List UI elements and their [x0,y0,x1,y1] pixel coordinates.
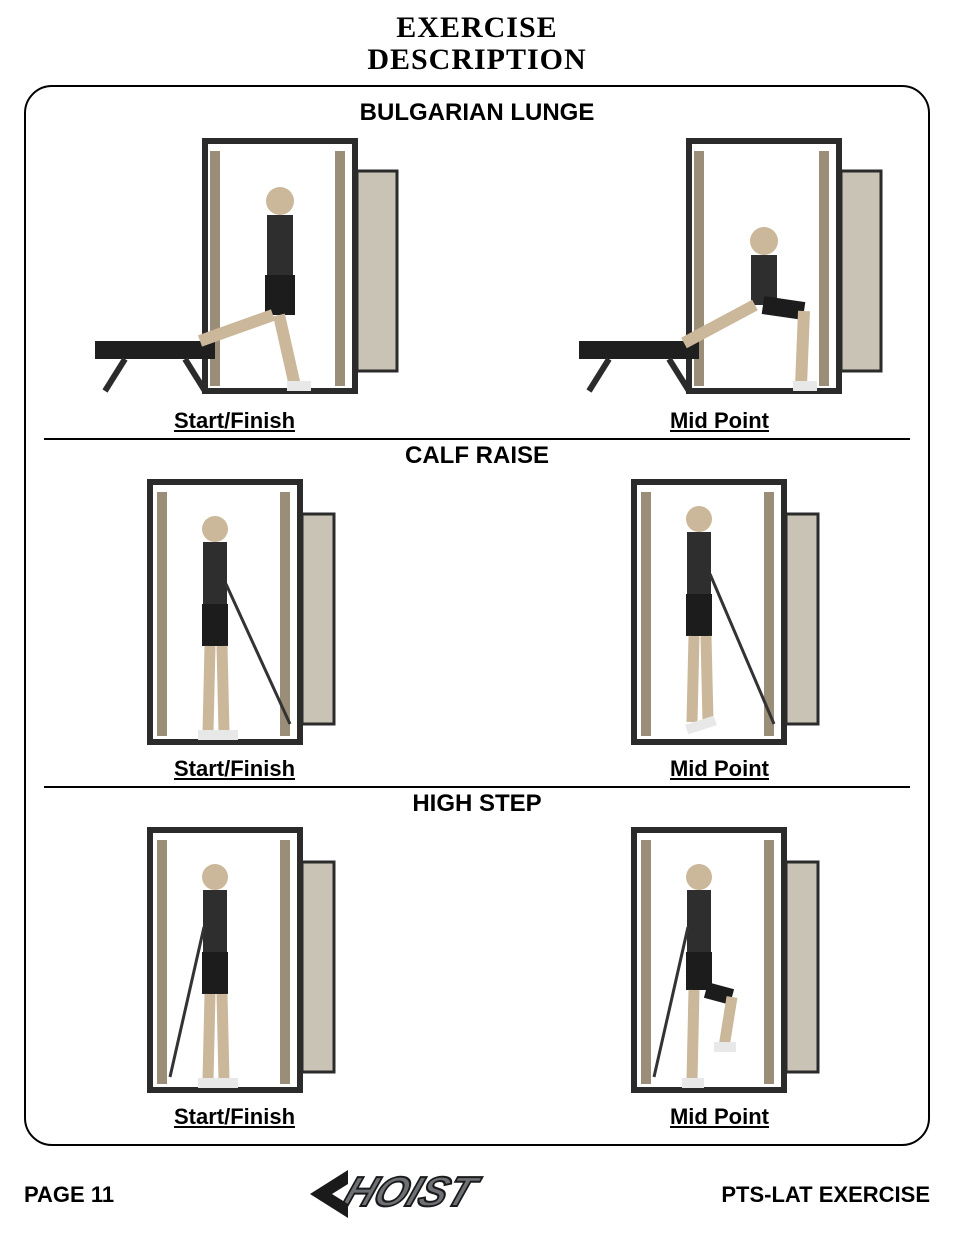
exercise-3-right-image [614,822,824,1102]
exercise-1-left-caption: Start/Finish [174,408,295,434]
exercise-2-left-caption: Start/Finish [174,756,295,782]
page-title-line1: EXERCISE [396,11,557,44]
exercise-3-row: Start/Finish Mid Point [44,822,910,1130]
brand-logo-text: HOIST [337,1169,486,1215]
hoist-logo-icon: HOIST [308,1164,528,1220]
exercise-2-title: CALF RAISE [44,442,910,470]
brand-logo: HOIST [114,1164,721,1225]
exercise-1-left-image [65,131,405,406]
exercise-2-left-cell: Start/Finish [44,474,425,782]
exercise-2-row: Start/Finish Mid Point [44,474,910,788]
exercise-2-right-cell: Mid Point [529,474,910,782]
exercise-3-left-image [130,822,340,1102]
exercise-2-right-caption: Mid Point [670,756,769,782]
exercise-1-title: BULGARIAN LUNGE [44,99,910,127]
exercise-1-right-caption: Mid Point [670,408,769,434]
exercise-1-right-cell: Mid Point [529,131,910,434]
exercise-1-row: Start/Finish Mid [44,131,910,440]
page-title: EXERCISE DESCRIPTION [24,12,930,75]
exercise-2-left-image [130,474,340,754]
footer-doc-title: PTS-LAT EXERCISE [721,1182,930,1208]
footer-page-number: PAGE 11 [24,1182,114,1208]
content-box: BULGARIAN LUNGE [24,85,930,1146]
page-footer: PAGE 11 HOIST PTS-LAT EXERCISE [24,1164,930,1225]
exercise-1-right-image [549,131,889,406]
exercise-3-right-cell: Mid Point [529,822,910,1130]
exercise-3-left-caption: Start/Finish [174,1104,295,1130]
exercise-3-title: HIGH STEP [44,790,910,818]
page-title-line2: DESCRIPTION [367,43,586,76]
exercise-3-left-cell: Start/Finish [44,822,425,1130]
exercise-3-right-caption: Mid Point [670,1104,769,1130]
exercise-1-left-cell: Start/Finish [44,131,425,434]
exercise-2-right-image [614,474,824,754]
